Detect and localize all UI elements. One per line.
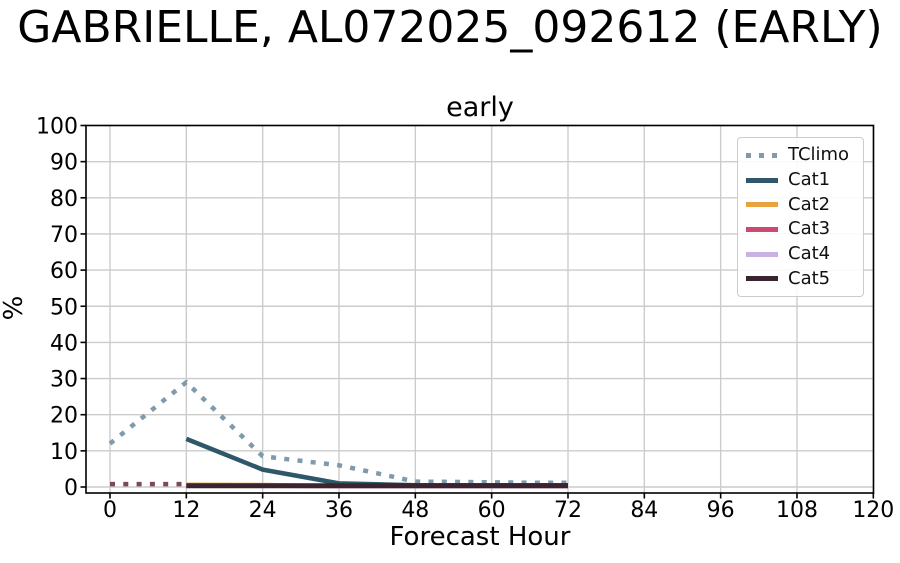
x-tick-label: 108 [776, 498, 818, 523]
legend-label: Cat4 [788, 243, 831, 265]
axes-title: early [446, 92, 514, 123]
legend-swatch-cat1 [746, 177, 778, 183]
axes-spines [85, 124, 875, 494]
y-tick-label: 40 [50, 331, 78, 356]
y-tick-label: 30 [50, 368, 78, 393]
legend-swatch-cat4 [746, 251, 778, 257]
y-tick-label: 60 [50, 259, 78, 284]
legend-label: Cat2 [788, 193, 831, 215]
figure-title: GABRIELLE, AL072025_092612 (EARLY) [17, 2, 883, 53]
legend-item-cat3: Cat3 [746, 217, 855, 242]
legend-item-cat4: Cat4 [746, 242, 855, 267]
legend-label: TClimo [788, 144, 850, 166]
x-tick-label: 120 [852, 498, 894, 523]
y-tick-label: 100 [36, 115, 78, 140]
x-tick-label: 72 [554, 498, 582, 523]
series-tclimo [108, 379, 568, 485]
legend-item-cat2: Cat2 [746, 192, 855, 217]
x-axis-label: Forecast Hour [389, 522, 571, 552]
x-tick-label: 48 [401, 498, 429, 523]
y-tick-label: 50 [50, 295, 78, 320]
legend-label: Cat3 [788, 218, 831, 240]
y-tick-label: 90 [50, 151, 78, 176]
y-tick-label: 0 [64, 476, 78, 501]
y-tick-label: 70 [50, 223, 78, 248]
legend-swatch-tclimo [746, 152, 778, 158]
legend: TClimo Cat1 Cat2 Cat3 Cat4 Cat5 [737, 137, 864, 297]
legend-label: Cat1 [788, 169, 831, 190]
x-tick-label: 84 [630, 498, 658, 523]
y-tick-label: 20 [50, 404, 78, 429]
x-tick-label: 0 [103, 498, 117, 523]
x-tick-label: 36 [325, 498, 353, 523]
y-tick-label: 80 [50, 187, 78, 212]
series-cat1 [185, 436, 568, 488]
x-tick-label: 96 [707, 498, 735, 523]
legend-item-cat1: Cat1 [746, 168, 855, 193]
legend-swatch-cat3 [746, 226, 778, 232]
y-axis-label: % [0, 295, 29, 321]
x-tick-label: 60 [478, 498, 506, 523]
legend-swatch-cat2 [746, 202, 778, 208]
legend-label: Cat5 [788, 267, 831, 289]
y-tick-label: 10 [50, 440, 78, 465]
legend-swatch-cat5 [746, 276, 778, 282]
legend-item-cat5: Cat5 [746, 266, 855, 291]
x-tick-label: 24 [249, 498, 277, 523]
x-tick-label: 12 [172, 498, 200, 523]
legend-item-tclimo: TClimo [746, 143, 855, 168]
